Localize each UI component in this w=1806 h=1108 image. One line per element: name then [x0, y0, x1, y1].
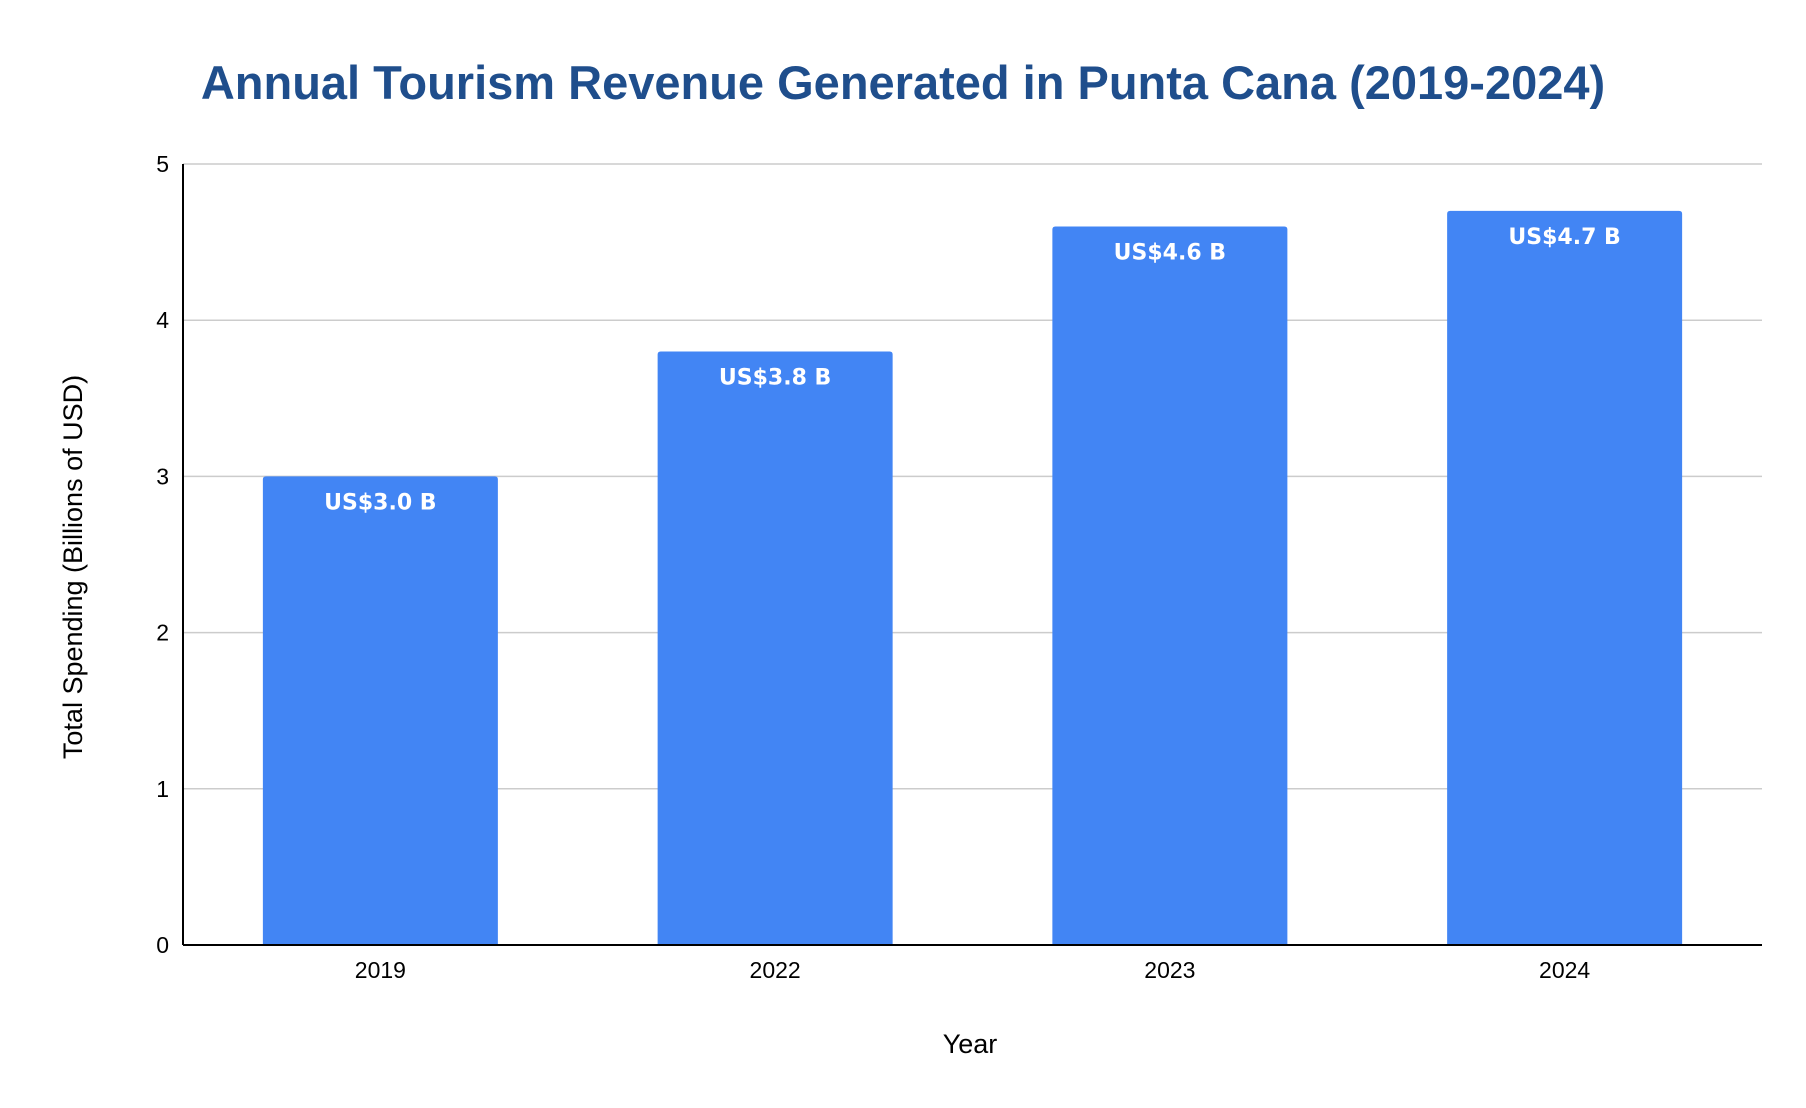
- y-tick-label: 1: [156, 776, 169, 802]
- y-tick-label: 5: [156, 151, 169, 177]
- y-axis-title: Total Spending (Billions of USD): [58, 375, 88, 759]
- bars: [262, 210, 1683, 946]
- x-tick-label-2019: 2019: [355, 957, 406, 983]
- x-tick-label-2024: 2024: [1539, 957, 1590, 983]
- y-tick-label: 0: [156, 932, 169, 958]
- x-tick-label-2022: 2022: [750, 957, 801, 983]
- chart-title: Annual Tourism Revenue Generated in Punt…: [201, 56, 1605, 109]
- data-label-2023: US$4.6 B: [1114, 240, 1226, 265]
- y-tick-label: 2: [156, 620, 169, 646]
- x-axis-ticks: 2019 2022 2023 2024: [355, 957, 1591, 983]
- data-label-2022: US$3.8 B: [719, 365, 831, 390]
- y-tick-label: 4: [156, 307, 169, 333]
- bar-2019[interactable]: [262, 476, 498, 945]
- x-axis-title: Year: [943, 1029, 998, 1059]
- y-tick-label: 3: [156, 463, 169, 489]
- data-labels: US$3.0 B US$3.8 B US$4.6 B US$4.7 B: [324, 225, 1621, 516]
- bar-2024[interactable]: [1447, 210, 1683, 946]
- x-tick-label-2023: 2023: [1144, 957, 1195, 983]
- y-axis-ticks: 0 1 2 3 4 5: [156, 151, 169, 958]
- data-label-2024: US$4.7 B: [1508, 225, 1620, 250]
- data-label-2019: US$3.0 B: [324, 490, 436, 515]
- bar-2023[interactable]: [1052, 226, 1288, 946]
- bar-2022[interactable]: [657, 351, 893, 945]
